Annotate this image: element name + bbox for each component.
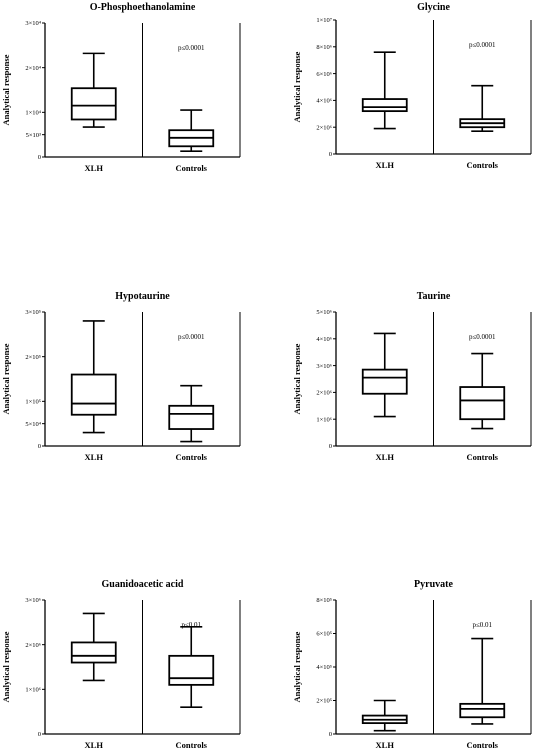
p-value-annotation: p≤0.0001: [469, 333, 496, 341]
p-value-annotation: p≤0.01: [472, 621, 492, 629]
box-xlh: [361, 332, 408, 418]
y-tick-label: 4×10⁶: [316, 98, 332, 105]
y-tick-label: 1×10⁴: [25, 110, 41, 117]
y-axis-label: Analytical response: [292, 51, 302, 122]
box-xlh: [70, 320, 117, 434]
chart-panel-2: Glycine Analytical response 0 2×10⁶ 4×10⁶ 6×1…: [292, 2, 532, 170]
x-category-label: XLH: [85, 740, 104, 750]
y-tick-label: 0: [38, 154, 41, 161]
y-tick-label: 6×10⁶: [316, 71, 332, 78]
x-category-label: Controls: [467, 160, 499, 170]
y-tick-label: 1×10⁵: [25, 399, 41, 406]
interquartile-box: [168, 404, 215, 430]
y-tick-label: 3×10⁶: [316, 363, 332, 370]
x-category-label: Controls: [467, 740, 499, 750]
chart-panel-6: Pyruvate Analytical response 0 2×10⁵ 4×10⁵ 6×…: [292, 579, 532, 750]
y-tick-label: 3×10⁶: [25, 597, 41, 604]
interquartile-box: [70, 87, 117, 121]
x-category-label: Controls: [467, 452, 499, 462]
interquartile-box: [361, 368, 408, 395]
interquartile-box: [459, 386, 506, 421]
y-axis-label: Analytical response: [292, 343, 302, 414]
chart-panel-1: O-Phosphoethanolamine Analytical response…: [1, 2, 241, 173]
y-tick-label: 2×10⁵: [316, 698, 332, 705]
y-tick-label: 0: [329, 151, 332, 158]
y-tick-label: 4×10⁶: [316, 336, 332, 343]
y-tick-label: 5×10⁴: [25, 421, 41, 428]
box-xlh: [361, 699, 408, 732]
y-tick-label: 4×10⁵: [316, 664, 332, 671]
chart-panel-5: Guanidoacetic acid Analytical response 0 1×…: [1, 579, 241, 750]
y-tick-label: 0: [329, 731, 332, 738]
box-controls: [459, 352, 506, 430]
box-controls: [459, 637, 506, 725]
x-category-label: XLH: [376, 452, 395, 462]
chart-title: Taurine: [417, 291, 451, 302]
y-axis-label: Analytical response: [292, 631, 302, 702]
p-value-annotation: p≤0.01: [181, 621, 201, 629]
x-category-label: Controls: [176, 163, 208, 173]
y-tick-label: 1×10⁶: [25, 687, 41, 694]
box-xlh: [70, 52, 117, 128]
x-category-label: XLH: [85, 163, 104, 173]
x-category-label: XLH: [376, 160, 395, 170]
y-tick-label: 3×10⁴: [25, 20, 41, 27]
chart-title: Glycine: [417, 2, 450, 13]
chart-title: Pyruvate: [414, 579, 453, 590]
y-tick-label: 1×10⁶: [316, 416, 332, 423]
p-value-annotation: p≤0.0001: [178, 44, 205, 52]
interquartile-box: [361, 98, 408, 113]
box-controls: [168, 109, 215, 152]
p-value-annotation: p≤0.0001: [469, 41, 496, 49]
y-tick-label: 2×10⁵: [25, 354, 41, 361]
x-category-label: XLH: [85, 452, 104, 462]
interquartile-box: [459, 702, 506, 719]
x-category-label: Controls: [176, 452, 208, 462]
y-tick-label: 2×10⁶: [316, 390, 332, 397]
y-tick-label: 0: [38, 443, 41, 450]
y-tick-label: 2×10⁶: [25, 642, 41, 649]
box-controls: [168, 625, 215, 709]
y-tick-label: 8×10⁶: [316, 44, 332, 51]
interquartile-box: [70, 373, 117, 416]
x-category-label: Controls: [176, 740, 208, 750]
interquartile-box: [168, 654, 215, 686]
y-tick-label: 0: [38, 731, 41, 738]
box-controls: [459, 84, 506, 133]
y-tick-label: 3×10⁵: [25, 309, 41, 316]
x-category-label: XLH: [376, 740, 395, 750]
y-tick-label: 1×10⁷: [316, 17, 332, 24]
y-axis-label: Analytical response: [1, 54, 11, 125]
p-value-annotation: p≤0.0001: [178, 333, 205, 341]
box-xlh: [70, 612, 117, 682]
y-tick-label: 2×10⁶: [316, 124, 332, 131]
y-tick-label: 5×10⁶: [316, 309, 332, 316]
y-tick-label: 2×10⁴: [25, 65, 41, 72]
chart-title: Guanidoacetic acid: [102, 579, 184, 590]
interquartile-box: [70, 641, 117, 664]
y-axis-label: Analytical response: [1, 631, 11, 702]
y-tick-label: 5×10³: [26, 132, 41, 139]
y-tick-label: 8×10⁵: [316, 597, 332, 604]
chart-panel-3: Hypotaurine Analytical response 0 5×10⁴ 1×10…: [1, 291, 241, 462]
chart-panel-4: Taurine Analytical response 0 1×10⁶ 2×10⁶ 3×1…: [292, 291, 532, 462]
box-xlh: [361, 51, 408, 130]
chart-title: O-Phosphoethanolamine: [90, 2, 196, 13]
y-tick-label: 0: [329, 443, 332, 450]
chart-title: Hypotaurine: [115, 291, 170, 302]
box-controls: [168, 384, 215, 443]
y-tick-label: 6×10⁵: [316, 631, 332, 638]
y-axis-label: Analytical response: [1, 343, 11, 414]
